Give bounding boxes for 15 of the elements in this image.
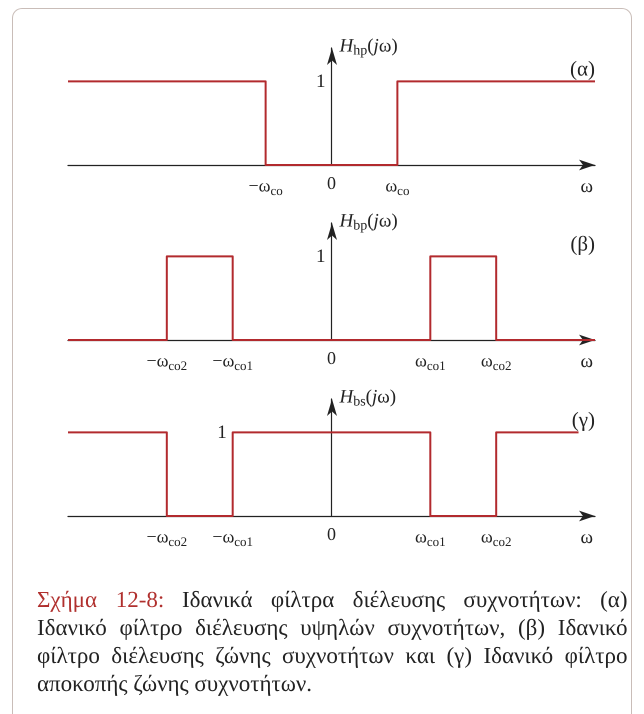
chart-title: (β)	[570, 232, 596, 256]
annotation: 1	[217, 422, 227, 443]
text: Ιδανικά φίλτρα διέλευσης συχνοτήτων: (α)	[182, 586, 628, 614]
x-tick-label: 0	[327, 173, 336, 193]
x-tick-label: 0	[327, 524, 336, 544]
chart-title: (γ)	[572, 408, 596, 432]
x-axis-title: ω	[580, 176, 593, 197]
text: Σχήμα 12-8:	[37, 586, 164, 614]
x-axis-title: ω	[580, 527, 593, 548]
x-axis-title: ω	[580, 351, 593, 372]
chart-title: (α)	[570, 56, 596, 80]
x-tick-label: 0	[327, 348, 336, 368]
annotation: 1	[316, 246, 326, 267]
text: Ιδανικό φίλτρο διέλευσης υψηλών συχνοτήτων, (β) Ιδανικό φίλτρο διέλευσης ζώνης συχνοτήτων και (γ) Ιδανικό φίλτρο αποκοπής ζώνης συχνοτήτων.	[37, 614, 628, 698]
annotation: 1	[316, 70, 326, 92]
